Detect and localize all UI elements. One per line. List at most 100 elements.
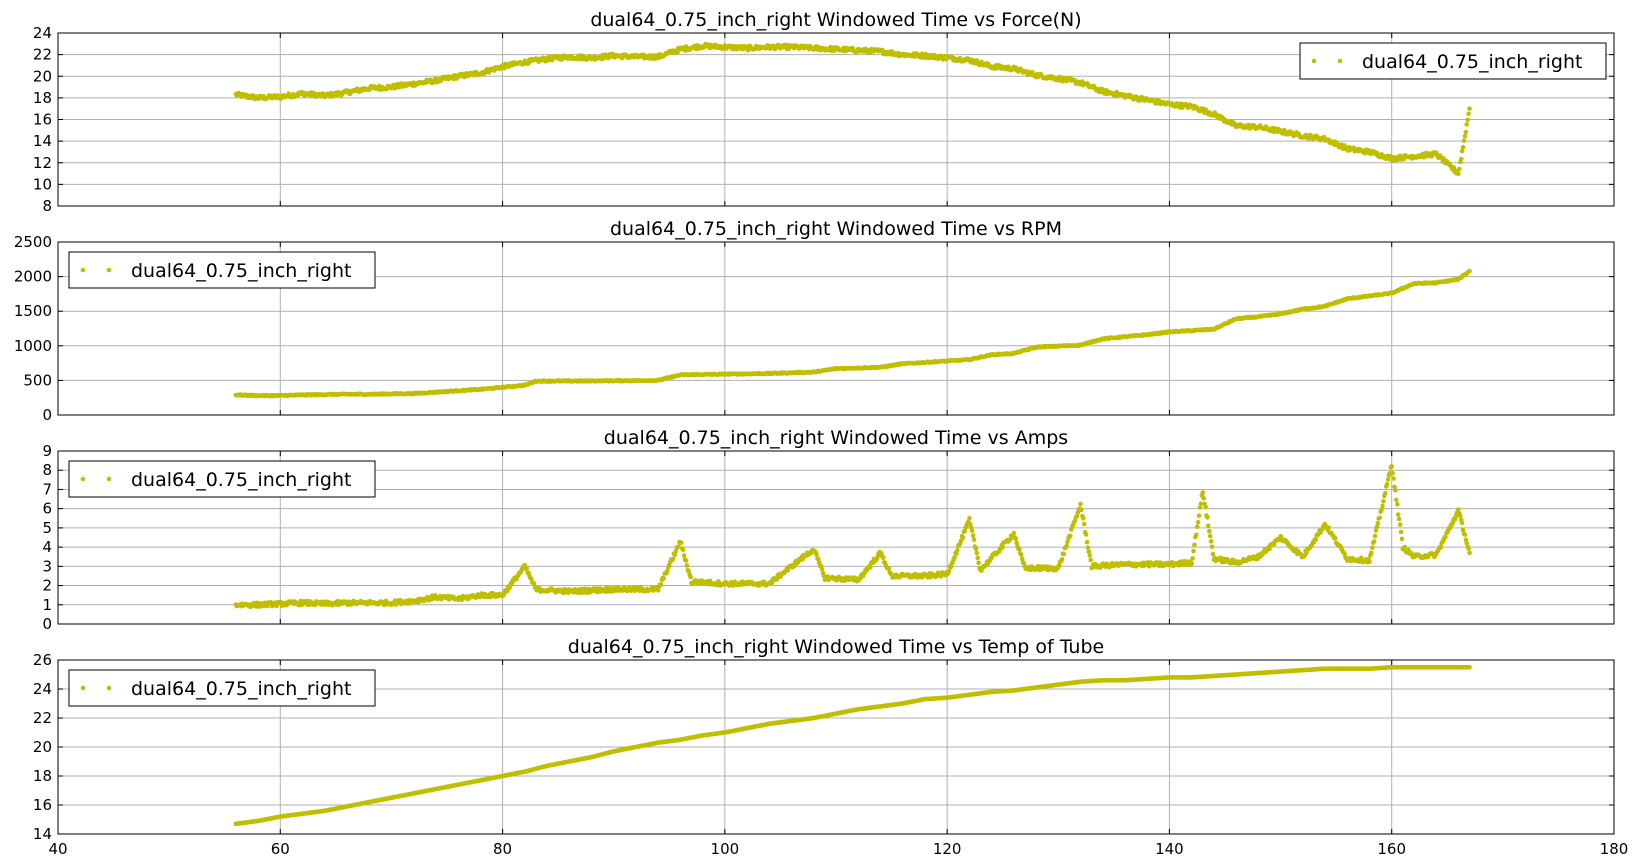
data-point	[1209, 544, 1215, 549]
data-point	[1396, 516, 1402, 522]
data-point	[1207, 533, 1213, 539]
data-point	[1369, 550, 1374, 556]
data-point	[1018, 552, 1024, 558]
data-point	[955, 547, 960, 553]
data-point	[688, 574, 693, 580]
y-tick-label: 0	[42, 406, 52, 424]
y-tick-label: 8	[42, 197, 52, 215]
data-point	[1459, 520, 1465, 526]
data-point	[960, 535, 966, 540]
y-tick-label: 500	[23, 371, 52, 389]
data-point	[1267, 546, 1272, 552]
series-points	[233, 268, 1472, 399]
data-point	[679, 540, 684, 546]
data-point	[1385, 477, 1391, 482]
data-point	[1203, 504, 1208, 510]
y-tick-label: 24	[33, 24, 52, 42]
y-tick-label: 1	[42, 596, 52, 614]
data-point	[1390, 471, 1395, 476]
data-point	[1382, 490, 1388, 496]
data-point	[1467, 106, 1472, 111]
data-point	[502, 65, 507, 71]
data-point	[1081, 521, 1087, 527]
data-point	[1313, 537, 1319, 542]
data-point	[967, 516, 972, 521]
legend-marker	[1337, 58, 1343, 64]
data-point	[1393, 487, 1398, 493]
data-point	[970, 533, 976, 538]
data-point	[1377, 515, 1382, 521]
data-point	[1358, 555, 1364, 561]
data-point	[886, 566, 892, 571]
data-point	[971, 537, 977, 542]
data-point	[1384, 482, 1390, 487]
data-point	[1370, 545, 1375, 550]
data-point	[1438, 545, 1444, 550]
data-point	[683, 558, 689, 563]
data-point	[1190, 556, 1195, 561]
data-point	[1079, 507, 1084, 513]
legend-label: dual64_0.75_inch_right	[131, 469, 351, 491]
data-point	[1000, 544, 1005, 550]
data-point	[1389, 464, 1394, 469]
data-point	[973, 546, 979, 552]
data-point	[1017, 546, 1022, 552]
y-tick-label: 1000	[14, 337, 52, 355]
data-point	[680, 547, 686, 553]
y-tick-label: 8	[42, 461, 52, 479]
y-tick-label: 10	[33, 175, 52, 193]
data-point	[1464, 122, 1469, 127]
data-point	[1085, 545, 1091, 550]
series-points	[233, 41, 1472, 177]
chart-title: dual64_0.75_inch_right Windowed Time vs …	[604, 427, 1068, 449]
y-tick-label: 2500	[14, 233, 52, 251]
data-point	[946, 568, 952, 574]
y-tick-label: 20	[33, 67, 52, 85]
y-tick-label: 3	[42, 557, 52, 575]
data-point	[1372, 533, 1378, 539]
data-point	[1191, 548, 1196, 554]
data-point	[1467, 550, 1472, 556]
data-point	[1462, 133, 1468, 139]
data-point	[1462, 532, 1468, 537]
subplot-force: 81012141618202224dual64_0.75_inch_right …	[33, 9, 1615, 215]
y-tick-label: 22	[33, 46, 52, 64]
data-point	[1206, 523, 1211, 528]
data-point	[1461, 138, 1467, 143]
data-point	[1394, 497, 1399, 503]
data-point	[1081, 516, 1086, 521]
data-point	[1399, 536, 1405, 542]
legend-marker	[106, 267, 112, 273]
data-point	[880, 555, 886, 560]
data-point	[1397, 522, 1403, 527]
data-point	[819, 567, 825, 572]
data-point	[1467, 268, 1472, 274]
y-tick-label: 9	[42, 442, 52, 460]
data-point	[1401, 156, 1407, 162]
data-point	[1194, 524, 1200, 530]
data-point	[1460, 144, 1466, 150]
data-point	[1200, 490, 1206, 495]
subplot-rpm: 05001000150020002500dual64_0.75_inch_rig…	[14, 218, 1615, 424]
chart-title: dual64_0.75_inch_right Windowed Time vs …	[590, 9, 1081, 31]
data-point	[1375, 521, 1381, 526]
data-point	[1381, 499, 1386, 504]
data-point	[1205, 515, 1210, 520]
data-point	[681, 553, 687, 558]
data-point	[1207, 528, 1212, 534]
y-tick-label: 5	[42, 519, 52, 537]
data-point	[1088, 557, 1093, 563]
data-point	[745, 47, 751, 53]
data-point	[684, 563, 690, 568]
subplot-temp: 40 60 80 100 120 140 160 18014161820222426dual6…	[33, 636, 1628, 858]
data-point	[769, 580, 775, 586]
data-point	[1189, 561, 1194, 567]
y-tick-label: 12	[33, 154, 52, 172]
data-point	[1083, 532, 1089, 537]
data-point	[1443, 534, 1448, 540]
data-point	[531, 581, 537, 586]
data-point	[661, 576, 666, 581]
y-tick-label: 6	[42, 500, 52, 518]
